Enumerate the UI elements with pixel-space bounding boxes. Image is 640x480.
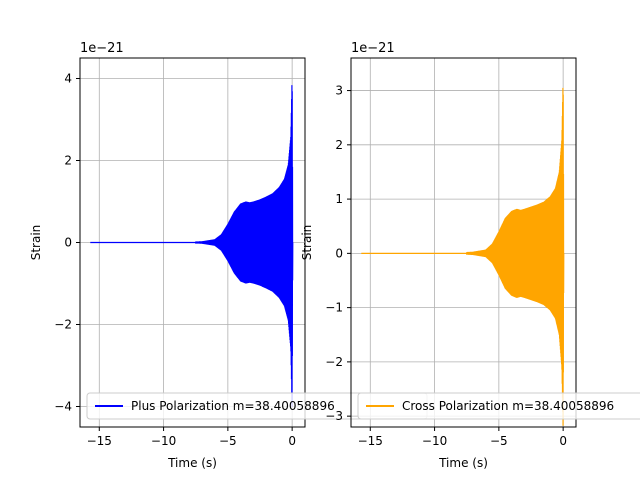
plus-x-axis-label: Time (s) <box>167 456 217 470</box>
cross-y-tick-label: −1 <box>325 301 343 315</box>
plus-legend: Plus Polarization m=38.40058896 <box>86 392 428 420</box>
plus-y-tick-label: −2 <box>54 318 72 332</box>
cross-y-tick-label: −3 <box>325 409 343 423</box>
plus-y-tick-label: −4 <box>54 400 72 414</box>
plus-x-tick-label: −5 <box>219 434 237 448</box>
plus-plot-area <box>90 85 294 407</box>
cross-y-tick-label: 0 <box>335 246 343 260</box>
cross-y-axis-label: Strain <box>300 225 314 261</box>
cross-legend-label: Cross Polarization m=38.40058896 <box>402 399 614 413</box>
plus-x-tick-label: −10 <box>151 434 176 448</box>
cross-x-tick-label: −15 <box>358 434 383 448</box>
cross-y-tick-label: 3 <box>335 84 343 98</box>
plus-strain-series-line <box>90 85 294 407</box>
cross-x-tick-label: −5 <box>490 434 508 448</box>
cross-y-ticks: −3 −2 −1 0 1 2 3 <box>325 84 351 423</box>
plus-y-ticks: −4 −2 0 2 4 <box>54 72 80 414</box>
cross-legend: Cross Polarization m=38.40058896 <box>357 392 640 420</box>
cross-x-axis-label: Time (s) <box>438 456 488 470</box>
plus-scale-label: 1e−21 <box>80 41 124 56</box>
cross-axes-frame <box>350 57 577 428</box>
plus-x-ticks: −15 −10 −5 0 <box>87 427 296 448</box>
cross-y-tick-label: 2 <box>335 138 343 152</box>
cross-y-tick-label: −2 <box>325 355 343 369</box>
cross-y-tick-label: 1 <box>335 192 343 206</box>
plus-y-axis-label: Strain <box>29 225 43 261</box>
plus-legend-label: Plus Polarization m=38.40058896 <box>131 399 335 413</box>
cross-x-ticks: −15 −10 −5 0 <box>358 427 567 448</box>
cross-plot-area <box>361 87 565 426</box>
cross-strain-series-line <box>361 87 565 426</box>
cross-scale-label: 1e−21 <box>351 41 395 56</box>
plus-y-tick-label: 4 <box>64 72 72 86</box>
cross-x-tick-label: −10 <box>422 434 447 448</box>
cross-x-tick-label: 0 <box>559 434 567 448</box>
plus-y-tick-label: 2 <box>64 154 72 168</box>
plus-y-tick-label: 0 <box>64 236 72 250</box>
cross-legend-box <box>357 392 640 420</box>
plus-x-tick-label: −15 <box>87 434 112 448</box>
plus-x-tick-label: 0 <box>288 434 296 448</box>
